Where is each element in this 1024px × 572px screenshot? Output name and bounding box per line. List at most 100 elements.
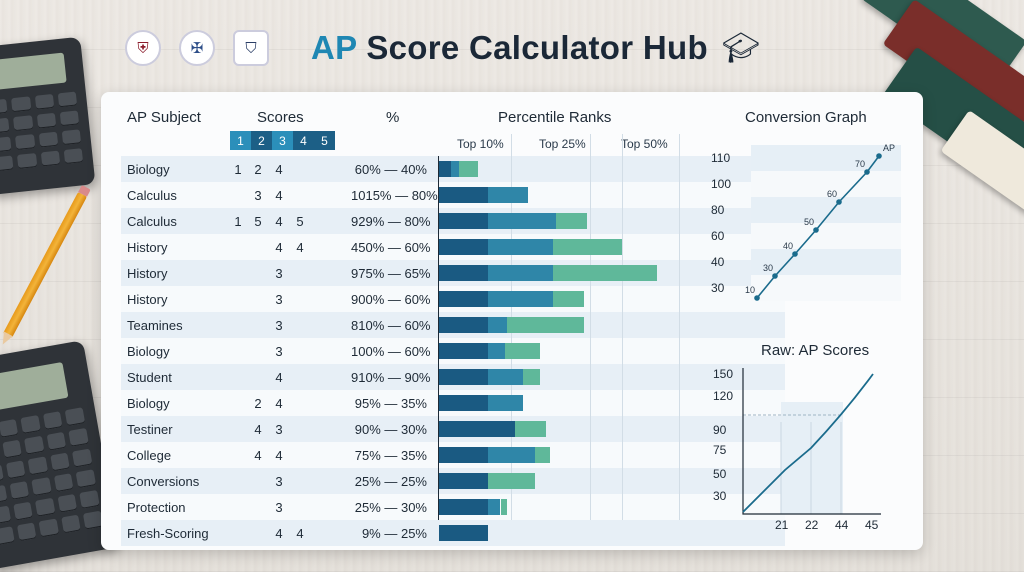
y-tick-label: 30 — [713, 489, 727, 503]
score-cell: 4 — [296, 526, 304, 541]
grid-band — [751, 223, 901, 249]
score-cell: 4 — [296, 240, 304, 255]
percentile-bar-segment — [553, 265, 657, 281]
y-tick-label: 100 — [711, 177, 731, 191]
conversion-point — [876, 153, 882, 159]
percentile-bar-segment — [439, 213, 489, 229]
y-tick-label: 150 — [713, 367, 733, 381]
percentile-bar-segment — [488, 447, 535, 463]
percent-range-cell: 929% — 80% — [351, 214, 431, 229]
x-tick-label: 44 — [835, 518, 849, 532]
percentile-label: Top 50% — [621, 137, 668, 151]
grid-band — [781, 402, 843, 514]
percentile-bar-segment — [555, 213, 587, 229]
point-label: AP — [883, 144, 895, 153]
subject-cell: Fresh-Scoring — [127, 526, 209, 541]
percentile-bar-segment — [439, 421, 516, 437]
percent-range-cell: 75% — 35% — [354, 448, 427, 463]
percentile-bar-segment — [522, 369, 540, 385]
university-shield-icon: ⛉ — [233, 30, 269, 66]
university-crest-icon: ⛨ — [125, 30, 161, 66]
subject-cell: Calculus — [127, 188, 177, 203]
subject-cell: Biology — [127, 162, 170, 177]
percentile-bar-segment — [488, 499, 501, 515]
score-cell: 4 — [275, 188, 283, 203]
percentile-bar-segment — [506, 317, 585, 333]
percentile-bar-segment — [439, 265, 489, 281]
percentile-bar-segment — [488, 317, 507, 333]
conversion-point — [772, 273, 778, 279]
score-chip-3[interactable]: 3 — [272, 131, 293, 150]
y-tick-label: 90 — [713, 423, 727, 437]
y-tick-label: 80 — [711, 203, 725, 217]
percentile-bar-segment — [439, 161, 452, 177]
grid-band — [751, 197, 901, 223]
percentile-bar-segment — [439, 525, 489, 541]
score-chip-4[interactable]: 4 — [293, 131, 314, 150]
pencil-decoration — [3, 192, 87, 338]
percent-range-cell: 100% — 60% — [351, 344, 431, 359]
percentile-bar-segment — [500, 499, 507, 515]
subject-cell: History — [127, 292, 168, 307]
raw-score-curve — [742, 373, 874, 513]
percent-range-cell: 975% — 65% — [351, 266, 431, 281]
score-cell: 4 — [275, 526, 283, 541]
score-cell: 4 — [254, 422, 262, 437]
score-chip-1[interactable]: 1 — [230, 131, 251, 150]
score-cell: 3 — [275, 292, 283, 307]
y-tick-label: 75 — [713, 443, 727, 457]
raw-scores-graph: 150 120 90 75 50 30 21 22 44 45 — [713, 367, 881, 532]
percentile-bar-segment — [439, 369, 489, 385]
point-label: 30 — [763, 263, 773, 273]
axis — [742, 368, 881, 515]
subject-cell: History — [127, 266, 168, 281]
percentile-bar-segment — [488, 369, 523, 385]
score-cell: 3 — [275, 344, 283, 359]
grid-band — [751, 145, 901, 171]
percentile-bar-segment — [534, 447, 550, 463]
grid-band — [751, 249, 901, 275]
y-tick-label: 110 — [711, 151, 730, 165]
percentile-label: Top 10% — [457, 137, 504, 151]
y-tick-label: 120 — [713, 389, 733, 403]
percentile-bar-segment — [553, 239, 623, 255]
score-cell: 3 — [275, 318, 283, 333]
percent-range-cell: 25% — 25% — [354, 474, 427, 489]
percent-range-cell: 25% — 30% — [354, 500, 427, 515]
subject-cell: College — [127, 448, 172, 463]
score-chip-5[interactable]: 5 — [314, 131, 335, 150]
percentile-bar-segment — [505, 343, 540, 359]
subject-cell: History — [127, 240, 168, 255]
y-tick-label: 30 — [711, 281, 725, 295]
col-header-percentile: Percentile Ranks — [498, 109, 612, 126]
percentile-bar-segment — [439, 291, 489, 307]
table-row[interactable]: Biology 1 2 4 60% — 40% — [121, 156, 785, 182]
percentile-bar-segment — [488, 213, 556, 229]
conversion-point — [864, 169, 870, 175]
score-cell: 4 — [275, 396, 283, 411]
grid-band — [751, 171, 901, 197]
score-cell: 5 — [254, 214, 262, 229]
percentile-bar-segment — [553, 291, 585, 307]
percent-range-cell: 450% — 60% — [351, 240, 431, 255]
subject-cell: Calculus — [127, 214, 177, 229]
point-label: 70 — [855, 159, 865, 169]
university-crest-icon: ✠ — [179, 30, 215, 66]
col-header-subject: AP Subject — [127, 109, 201, 126]
percentile-bar-segment — [488, 395, 523, 411]
percentile-bar-segment — [439, 499, 489, 515]
subject-cell: Teamines — [127, 318, 183, 333]
percentile-bar-chart — [438, 134, 685, 541]
score-chip-2[interactable]: 2 — [251, 131, 272, 150]
score-cell: 3 — [254, 188, 262, 203]
percentile-bar-segment — [488, 343, 506, 359]
raw-graph-title: Raw: AP Scores — [761, 342, 870, 359]
conversion-point — [754, 295, 760, 301]
conversion-point — [836, 199, 842, 205]
point-label: 10 — [745, 285, 755, 295]
percentile-bar-segment — [515, 421, 546, 437]
point-label: 40 — [783, 241, 793, 251]
score-cell: 3 — [275, 474, 283, 489]
x-tick-label: 45 — [865, 518, 879, 532]
